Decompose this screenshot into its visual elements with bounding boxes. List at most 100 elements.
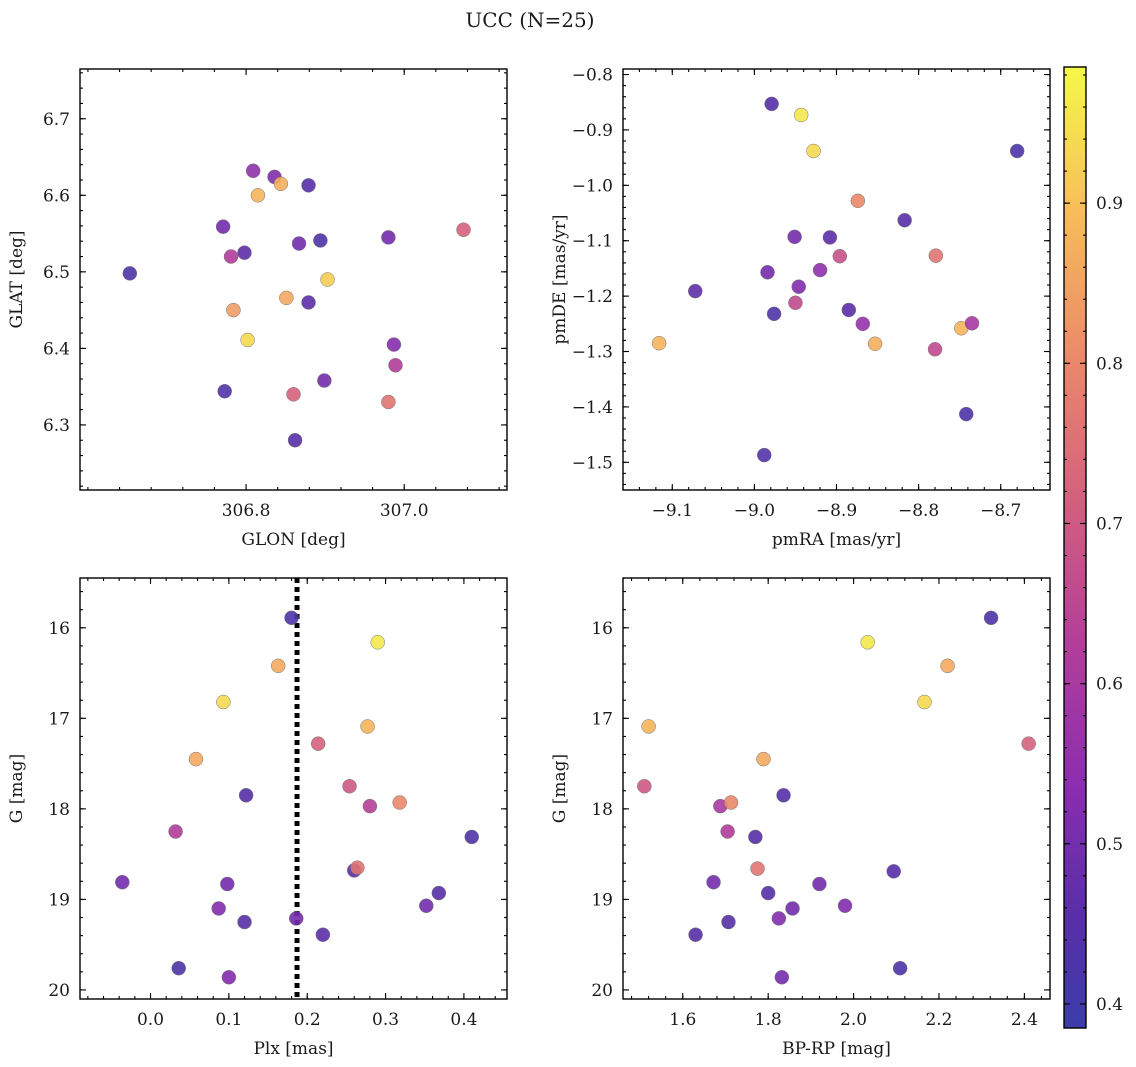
scatter-point <box>641 719 656 734</box>
scatter-points <box>637 610 1036 985</box>
scatter-point <box>791 279 806 294</box>
y-tick-label: −0.8 <box>572 66 613 86</box>
scatter-point <box>286 387 301 402</box>
x-tick-label: 1.8 <box>755 1010 782 1030</box>
scatter-point <box>215 219 231 234</box>
scatter-points <box>651 96 1025 463</box>
scatter-point <box>892 960 908 976</box>
scatter-point <box>756 447 772 463</box>
x-tick-label: 0.1 <box>215 1010 242 1030</box>
y-tick-label: −1.3 <box>572 343 613 363</box>
figure-title: UCC (N=25) <box>465 8 594 32</box>
scatter-point <box>362 798 378 814</box>
y-tick-label: 6.7 <box>43 110 70 130</box>
scatter-point <box>917 694 932 710</box>
scatter-point <box>822 230 838 245</box>
scatter-point <box>301 295 316 310</box>
scatter-point <box>279 290 294 306</box>
x-axis-label: BP-RP [mag] <box>782 1039 891 1059</box>
axes-frame <box>622 68 1051 491</box>
y-tick-label: 20 <box>591 981 613 1001</box>
colorbar-tick-label: 0.9 <box>1096 194 1123 214</box>
scatter-point <box>776 788 791 803</box>
scatter-point <box>855 316 871 332</box>
y-tick-label: 17 <box>48 709 70 729</box>
colorbar-tick-label: 0.5 <box>1096 835 1123 855</box>
scatter-point <box>841 302 857 318</box>
panel-3: 0.0 0.1 0.2 0.3 0.4 16 17 18 19 20 Plx [mas] G [mag… <box>7 577 508 1059</box>
scatter-point <box>774 970 790 985</box>
minor-ticks <box>622 69 1051 490</box>
colorbar-tick-label: 0.7 <box>1096 514 1123 534</box>
scatter-point <box>168 824 183 839</box>
scatter-point <box>310 736 326 751</box>
scatter-point <box>867 336 883 352</box>
scatter-point <box>288 911 304 926</box>
scatter-point <box>706 874 721 890</box>
scatter-point <box>958 406 974 422</box>
scatter-point <box>760 265 775 280</box>
scatter-point <box>832 248 848 264</box>
scatter-point <box>812 262 828 278</box>
colorbar-tick-label: 0.8 <box>1096 354 1123 374</box>
y-tick-label: −1.2 <box>572 287 613 307</box>
scatter-point <box>381 230 396 245</box>
scatter-point <box>386 337 402 352</box>
scatter-point <box>720 824 735 839</box>
scatter-point <box>388 357 403 373</box>
scatter-points <box>115 610 479 985</box>
scatter-point <box>240 332 255 348</box>
colorbar: 0.4 0.5 0.6 0.7 0.8 0.9 <box>1063 66 1123 1029</box>
scatter-point <box>342 778 357 794</box>
scatter-point <box>313 233 328 248</box>
x-tick-label: 0.3 <box>372 1010 399 1030</box>
y-tick-label: 6.6 <box>43 186 70 206</box>
x-tick-label: 0.4 <box>450 1010 477 1030</box>
y-axis-label: pmDE [mas/yr] <box>550 214 570 344</box>
scatter-point <box>220 876 235 892</box>
panel-1: 306.8 307.0 6.3 6.4 6.5 6.6 6.7 GLON [deg] GLAT … <box>7 68 508 550</box>
scatter-point <box>431 885 447 901</box>
scatter-point <box>223 249 239 264</box>
scatter-point <box>688 927 703 942</box>
scatter-point <box>927 342 943 357</box>
scatter-point <box>787 229 802 245</box>
scatter-point <box>688 283 703 299</box>
scatter-point <box>381 394 396 410</box>
scatter-point <box>1009 143 1025 159</box>
y-tick-label: 18 <box>591 800 613 820</box>
y-tick-label: 16 <box>591 619 613 639</box>
scatter-point <box>115 874 130 890</box>
scatter-point <box>392 795 407 810</box>
scatter-point <box>771 911 787 926</box>
y-axis-label: G [mag] <box>550 754 570 823</box>
x-tick-label: 0.2 <box>294 1010 321 1030</box>
scatter-point <box>301 178 316 193</box>
scatter-point <box>721 914 736 930</box>
scatter-point <box>464 829 479 845</box>
x-tick-label: −9.0 <box>734 501 775 521</box>
scatter-point <box>928 248 944 263</box>
scatter-point <box>850 193 866 209</box>
x-tick-label: −9.1 <box>652 501 693 521</box>
scatter-point <box>860 635 875 650</box>
scatter-point <box>221 970 237 985</box>
y-tick-label: 20 <box>48 981 70 1001</box>
scatter-point <box>317 373 332 388</box>
scatter-point <box>188 751 204 767</box>
scatter-point <box>320 272 335 287</box>
scatter-point <box>940 658 955 674</box>
y-tick-label: 6.5 <box>43 263 70 283</box>
y-tick-label: −1.5 <box>572 453 613 473</box>
scatter-point <box>237 914 252 930</box>
scatter-point <box>245 163 261 179</box>
y-tick-label: −1.0 <box>572 176 613 196</box>
x-tick-label: −8.8 <box>898 501 939 521</box>
x-axis-label: Plx [mas] <box>253 1039 333 1059</box>
y-axis-label: GLAT [deg] <box>7 230 27 328</box>
scatter-point <box>723 795 739 810</box>
scatter-point <box>793 107 809 123</box>
colorbar-frame <box>1063 66 1087 1029</box>
scatter-point <box>886 864 901 879</box>
